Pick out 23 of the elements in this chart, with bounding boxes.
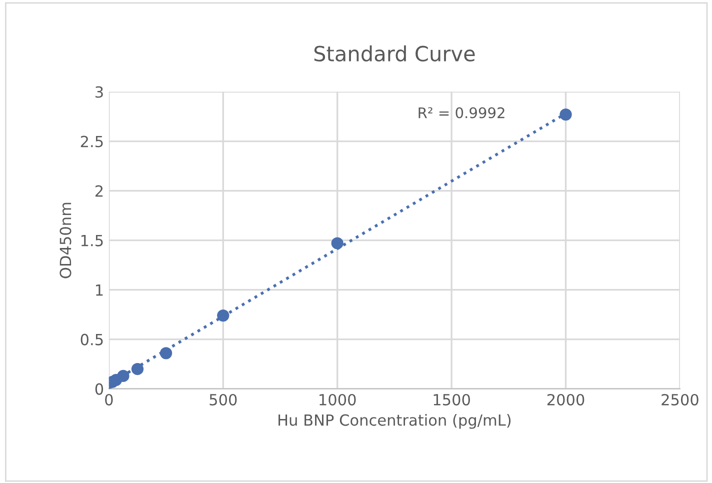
point (331, 237, 344, 250)
x-tick-label: 0 (105, 394, 113, 406)
y-tick-label: 1.5 (81, 234, 103, 246)
y-tick-label: 2.5 (80, 136, 103, 148)
y-tick-label: 0.5 (80, 334, 103, 346)
annotation: R² = 0.9992 (418, 107, 504, 118)
point (560, 108, 572, 121)
point (131, 362, 144, 376)
y-tick-label: 1 (96, 284, 103, 296)
point (117, 370, 130, 382)
x-tick-label: 2500 (662, 394, 698, 406)
y-tick-label: 3 (96, 86, 103, 98)
x-axis-title: Hu BNP Concentration (pg/mL) (278, 414, 511, 429)
point (160, 347, 172, 360)
y-tick-label: 2 (95, 185, 103, 197)
x-tick-label: 1500 (434, 394, 470, 406)
x-tick-label: 2000 (547, 394, 584, 406)
y-tick-label: 0 (95, 383, 104, 395)
x-tick-label: 500 (210, 394, 237, 406)
x-tick-label: 1000 (320, 394, 356, 406)
chart-title: Standard Curve (314, 45, 475, 62)
y-axis-title: OD450nm (60, 202, 72, 278)
point (217, 309, 230, 322)
